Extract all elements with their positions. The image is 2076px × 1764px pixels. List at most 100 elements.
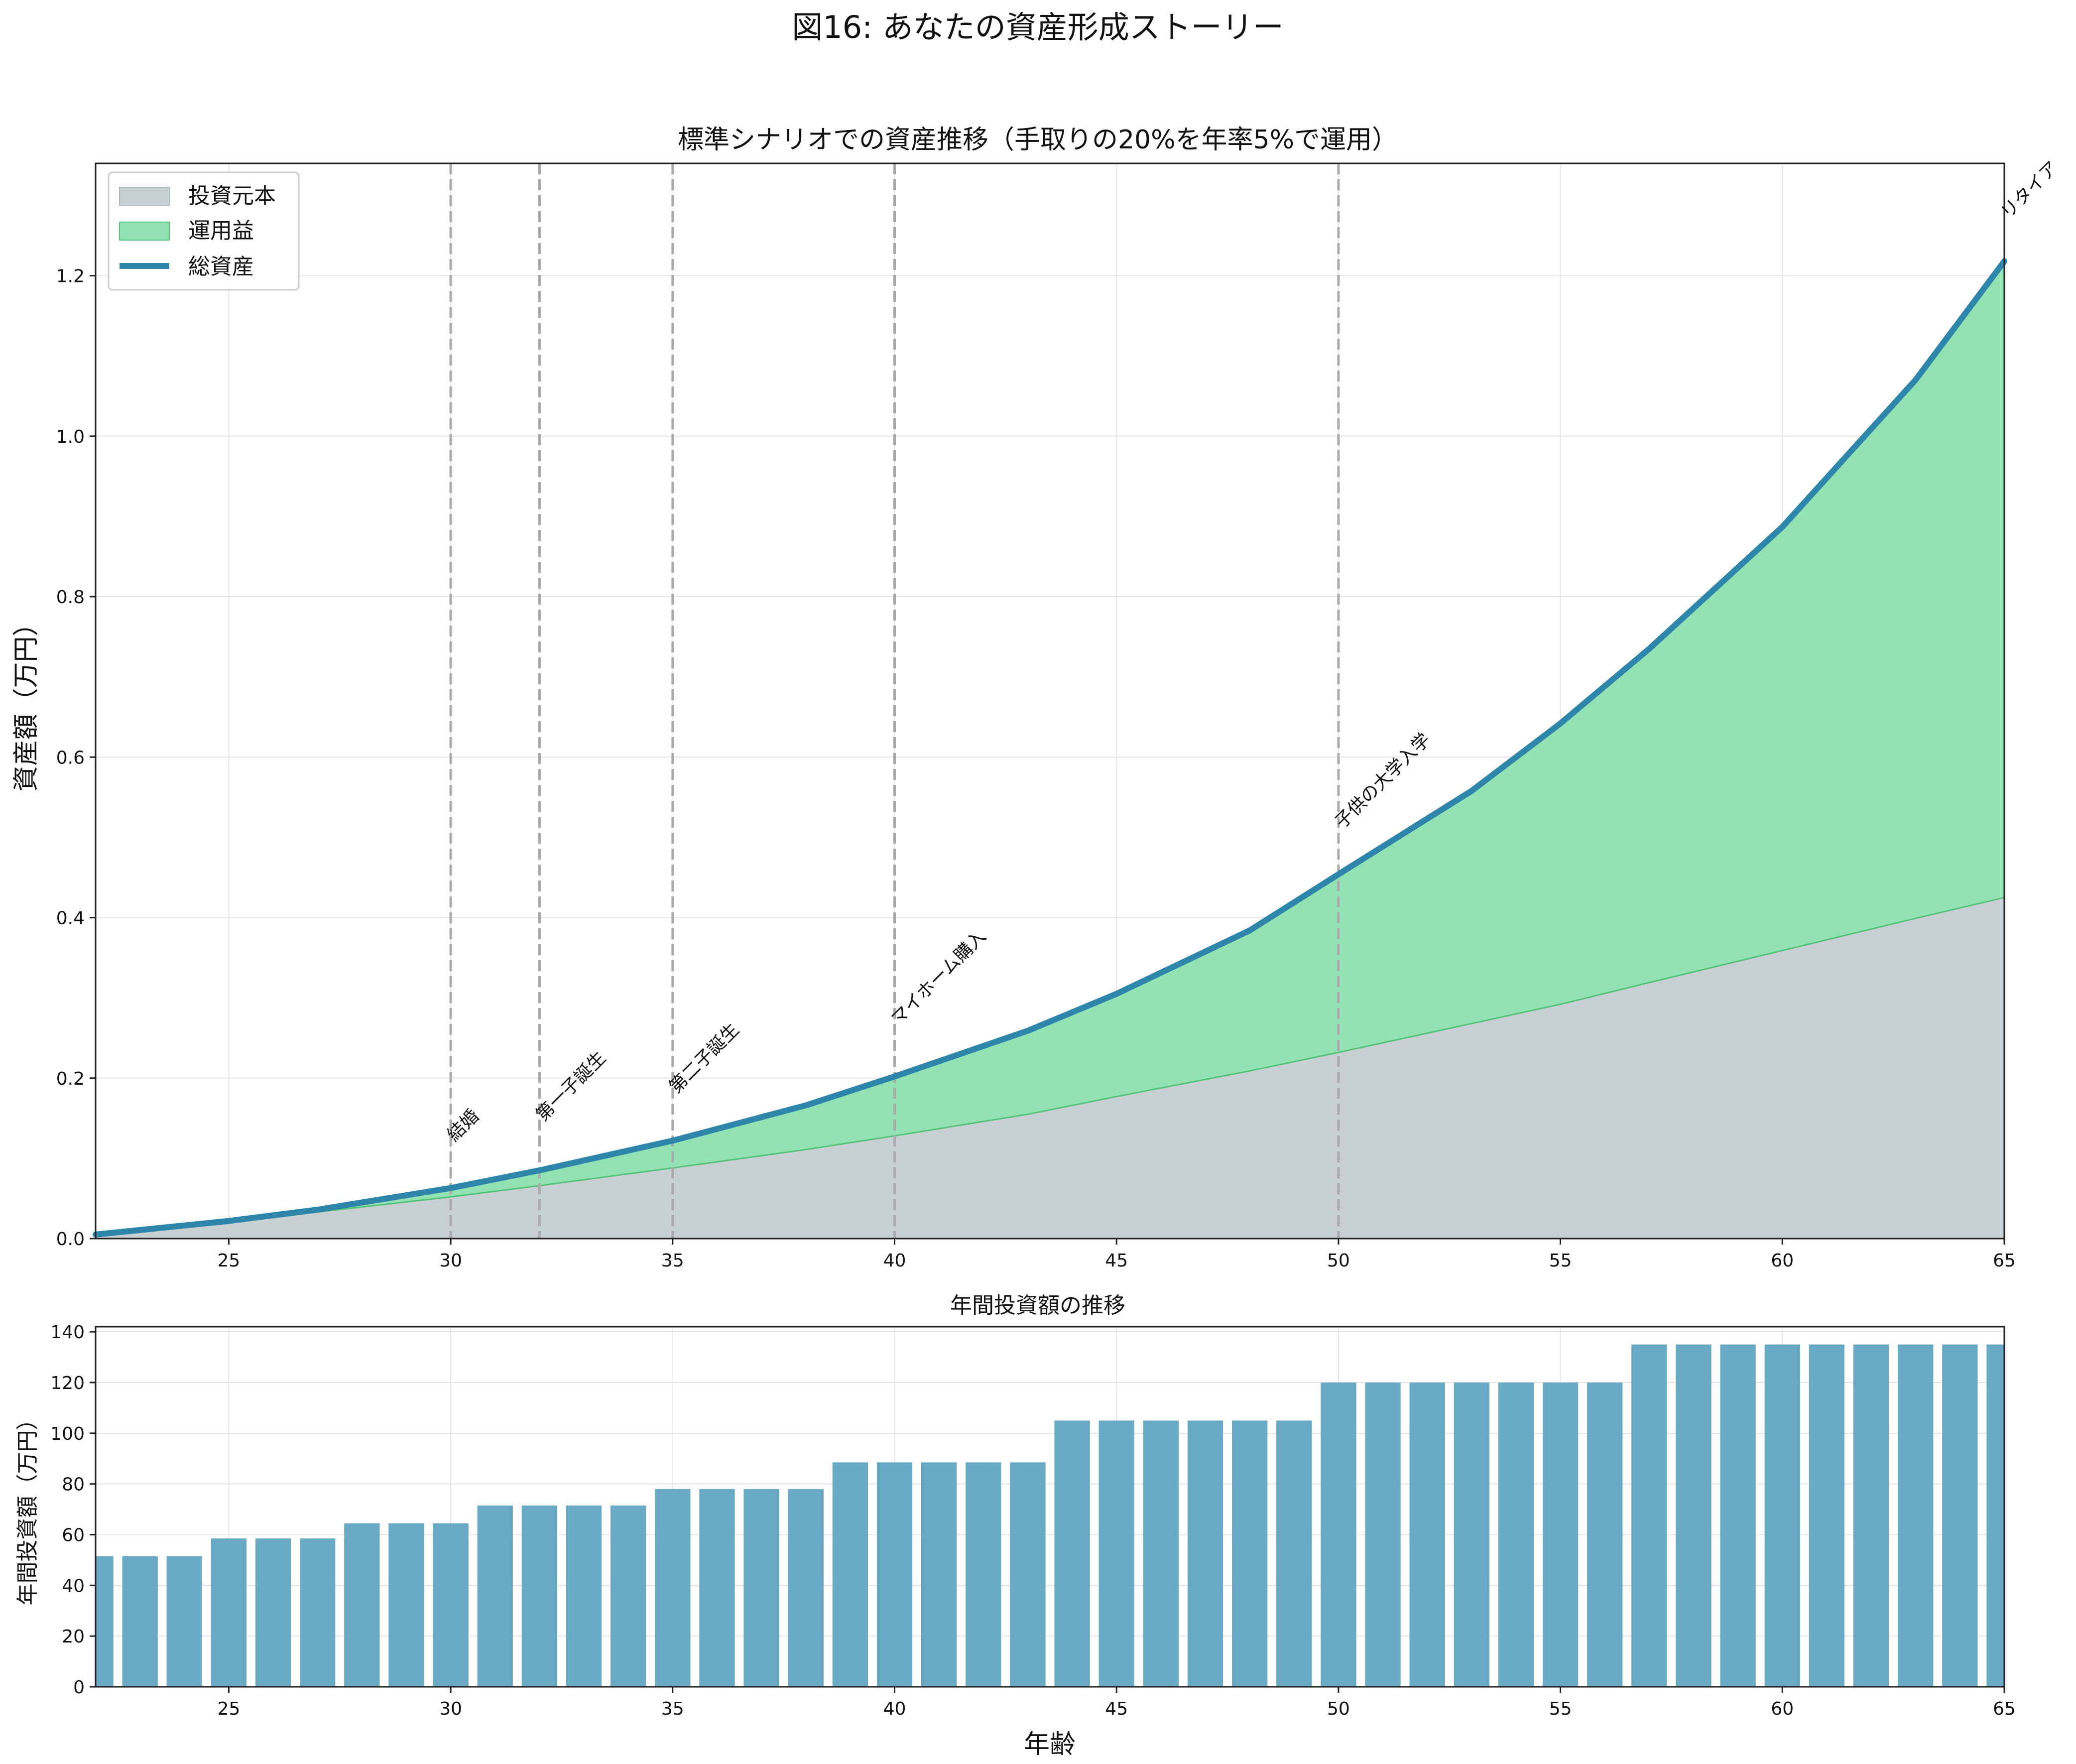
asset-area-chart: 標準シナリオでの資産推移（手取りの20%を年率5%で運用） 結婚 第一子誕生 第二子… [11,125,2062,1271]
bar-age-62 [1853,1344,1889,1687]
x-tick-label: 55 [1549,1699,1572,1719]
x-tick-label: 55 [1549,1251,1572,1271]
bar-age-51 [1365,1383,1401,1687]
bar-age-56 [1587,1383,1623,1687]
bar-age-41 [921,1462,957,1687]
bars [96,1344,2004,1687]
bar-age-34 [611,1506,646,1687]
y-tick-label: 0.0 [56,1229,85,1250]
bottom-chart-grid [96,1327,2005,1687]
y-tick-label: 1.2 [56,266,85,287]
bar-age-43 [1010,1462,1046,1687]
bar-age-46 [1143,1420,1179,1687]
bar-age-47 [1187,1420,1223,1687]
bar-age-57 [1631,1344,1667,1687]
y-tick-label: 80 [62,1475,85,1495]
x-tick-label: 30 [439,1699,462,1719]
x-tick-label: 35 [661,1699,684,1719]
bar-age-50 [1321,1383,1356,1687]
annotation-label: マイホーム購入 [887,926,990,1029]
annotation-label: 結婚 [443,1106,483,1145]
bar-age-31 [477,1506,513,1687]
annotation-label: 第二子誕生 [665,1019,743,1097]
y-tick-label: 120 [50,1373,85,1393]
x-tick-label: 35 [661,1251,684,1271]
bar-age-28 [344,1523,380,1687]
bar-age-38 [788,1489,824,1687]
bar-age-23 [122,1556,158,1687]
principal-edge-line [95,896,2005,1236]
principal-area [96,897,2004,1239]
legend-swatch-principal [119,187,170,206]
total-assets-line [93,258,2007,1238]
x-tick-label: 25 [218,1251,241,1271]
bottom-y-axis-label: 年間投資額（万円） [15,1408,40,1606]
bar-age-37 [743,1489,779,1687]
bar-age-60 [1764,1344,1800,1687]
bar-age-36 [699,1489,735,1687]
x-tick-label: 50 [1327,1251,1350,1271]
bar-age-42 [966,1462,1001,1687]
bar-age-30 [433,1523,469,1687]
bottom-chart-title: 年間投資額の推移 [950,1293,1125,1318]
y-tick-label: 0.4 [56,908,85,929]
bar-age-61 [1809,1344,1845,1687]
bar-age-39 [832,1462,868,1687]
y-tick-label: 60 [62,1525,85,1546]
bar-age-35 [655,1489,691,1687]
annotation-label: 子供の大学入学 [1331,729,1434,832]
x-tick-label: 45 [1105,1699,1128,1719]
x-tick-label: 40 [883,1699,906,1719]
bar-age-33 [566,1506,602,1687]
bar-age-64 [1942,1344,1978,1687]
figure-title: 図16: あなたの資産形成ストーリー [792,9,1284,45]
bar-age-26 [255,1538,291,1687]
gain-area [96,261,2004,1235]
x-tick-label: 65 [1993,1251,2016,1271]
bar-age-49 [1276,1420,1312,1687]
y-tick-label: 20 [62,1627,85,1647]
annotation-label: 第一子誕生 [532,1047,610,1125]
x-tick-label: 65 [1993,1699,2016,1719]
bar-age-29 [388,1523,424,1687]
bar-age-59 [1720,1344,1756,1687]
bottom-y-ticks: 0 20 40 60 80 100 120 140 [50,1322,96,1698]
bottom-x-axis-label: 年齢 [1024,1730,1076,1760]
x-tick-label: 40 [883,1251,906,1271]
x-tick-label: 60 [1771,1251,1794,1271]
y-tick-label: 0.8 [56,587,85,608]
bar-age-58 [1676,1344,1711,1687]
top-chart-frame [95,162,2005,1240]
legend-label-total: 総資産 [188,254,254,279]
bar-age-65 [1986,1344,2004,1687]
x-tick-label: 30 [439,1251,462,1271]
bar-age-32 [521,1506,557,1687]
x-tick-label: 45 [1105,1251,1128,1271]
y-tick-label: 140 [50,1322,85,1343]
top-x-ticks: 25 30 35 40 45 50 55 60 65 [218,1239,2016,1271]
bar-age-44 [1054,1420,1090,1687]
bar-age-63 [1898,1344,1934,1687]
y-tick-label: 40 [62,1576,85,1596]
bottom-chart-frame [95,1326,2005,1688]
bar-age-27 [300,1538,336,1687]
bar-age-48 [1232,1420,1268,1687]
legend-label-principal: 投資元本 [188,183,276,209]
legend-label-gain: 運用益 [188,218,254,244]
bar-age-55 [1542,1383,1579,1687]
x-tick-label: 25 [218,1699,241,1719]
x-tick-label: 60 [1771,1699,1794,1719]
bar-age-22 [96,1556,114,1687]
y-tick-label: 0.2 [56,1069,85,1089]
y-tick-label: 1.0 [56,427,85,447]
y-tick-label: 100 [50,1424,85,1444]
annotation-label: リタイア [1997,157,2062,223]
bar-age-40 [876,1462,913,1687]
bar-age-54 [1498,1383,1534,1687]
legend: 投資元本 運用益 総資産 [108,171,300,291]
bar-age-52 [1409,1383,1445,1687]
x-tick-label: 50 [1327,1699,1350,1719]
annual-investment-bar-chart: 年間投資額の推移 25 30 35 40 45 50 55 60 65 0 20 40 60 80 100… [15,1293,2016,1760]
bar-age-45 [1099,1420,1134,1687]
